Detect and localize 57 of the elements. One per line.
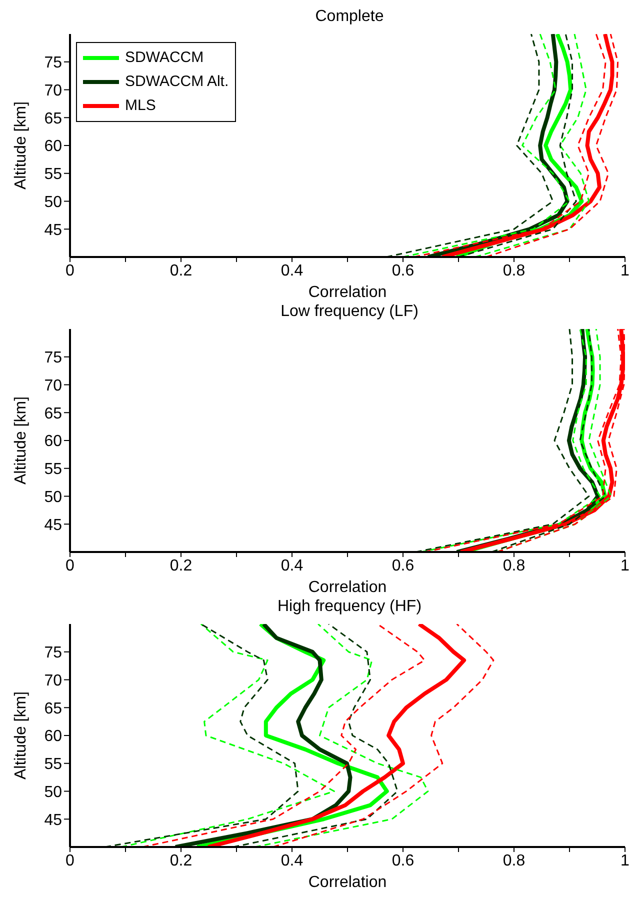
y-tick-label: 55 [44, 756, 62, 774]
y-tick-label: 70 [44, 377, 62, 394]
y-axis-title: Altitude [km] [12, 396, 30, 485]
x-tick-label: 0.2 [170, 262, 192, 280]
legend-label: SDWACCM [125, 48, 204, 68]
y-tick-label: 65 [44, 405, 62, 422]
line-series [474, 34, 590, 257]
y-tick-label: 45 [44, 516, 62, 534]
x-tick-label: 0.8 [502, 852, 526, 870]
x-tick-label: 0 [66, 852, 75, 870]
x-tick-label: 0.4 [280, 557, 304, 574]
x-tick-label: 0.8 [502, 557, 526, 574]
x-tick-label: 0.2 [170, 557, 192, 574]
y-axis-title: Altitude [km] [12, 691, 30, 780]
y-tick-label: 55 [44, 166, 62, 184]
x-tick-label: 0.6 [392, 557, 414, 574]
y-tick-label: 75 [44, 350, 62, 367]
y-tick-label: 45 [44, 812, 62, 829]
y-tick-label: 65 [44, 110, 62, 128]
y-tick-label: 60 [44, 728, 62, 746]
y-tick-label: 70 [44, 672, 62, 690]
line-series [272, 624, 494, 847]
x-tick-label: 1 [620, 262, 629, 280]
line-series [254, 624, 429, 847]
line-series [486, 34, 619, 257]
x-tick-label: 0.6 [392, 262, 414, 280]
chart-title: Complete [314, 8, 385, 27]
y-tick-label: 75 [44, 644, 62, 662]
x-tick-label: 1 [620, 557, 629, 574]
y-tick-label: 75 [44, 54, 62, 72]
x-axis-title: Correlation [308, 284, 387, 301]
line-series [206, 624, 466, 847]
y-tick-label: 50 [44, 784, 62, 801]
x-tick-label: 0.2 [170, 852, 192, 870]
x-tick-label: 0 [66, 557, 75, 574]
y-tick-label: 45 [44, 222, 62, 239]
chart-title: High frequency (HF) [276, 598, 423, 617]
x-tick-label: 0.4 [280, 852, 304, 870]
y-tick-label: 55 [44, 461, 62, 478]
line-series [120, 624, 335, 847]
x-axis-title: Correlation [308, 874, 387, 891]
legend-label: MLS [125, 96, 156, 116]
legend-label: SDWACCM Alt. [125, 72, 229, 92]
y-tick-label: 70 [44, 82, 62, 100]
y-tick-label: 50 [44, 488, 62, 506]
y-axis-title: Altitude [km] [12, 101, 30, 190]
x-tick-label: 0.8 [502, 262, 526, 280]
y-tick-label: 60 [44, 433, 62, 450]
x-tick-label: 0.4 [280, 262, 304, 280]
y-tick-label: 50 [44, 194, 62, 211]
y-tick-label: 65 [44, 700, 62, 718]
y-tick-label: 60 [44, 138, 62, 156]
x-tick-label: 0.6 [392, 852, 414, 870]
x-tick-label: 1 [620, 852, 629, 870]
x-tick-label: 0 [66, 262, 75, 280]
chart-title: Low frequency (LF) [280, 303, 420, 322]
x-axis-title: Correlation [308, 579, 387, 596]
